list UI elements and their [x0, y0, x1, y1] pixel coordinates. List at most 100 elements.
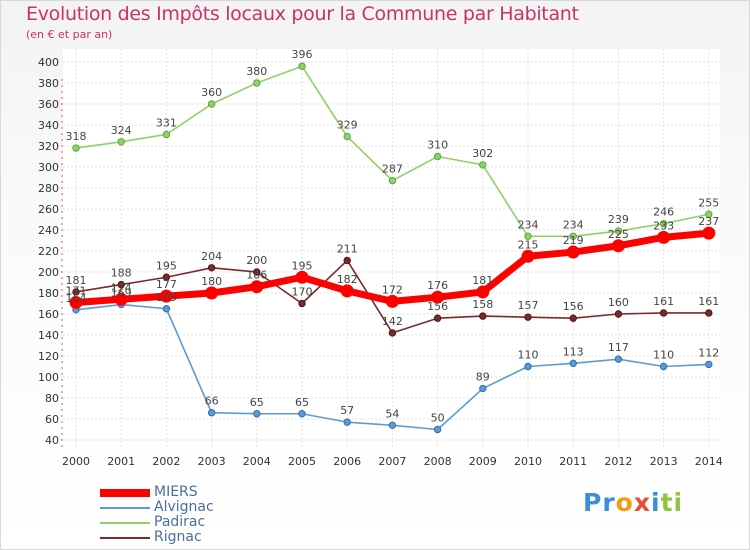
legend-label-miers: MIERS [154, 484, 198, 500]
data-label-alvignac: 165 [156, 291, 177, 304]
data-label-miers: 171 [66, 284, 87, 297]
data-point-alvignac [343, 418, 351, 426]
data-point-padirac [298, 62, 306, 70]
data-point-miers [611, 239, 625, 253]
data-label-rignac: 161 [698, 295, 719, 308]
logo-letter: i [651, 488, 661, 517]
legend-swatch-alvignac [100, 507, 150, 509]
chart-title: Evolution des Impôts locaux pour la Comm… [26, 3, 579, 25]
data-point-rignac [569, 314, 577, 322]
data-point-miers [69, 295, 83, 309]
data-label-miers: 174 [111, 281, 132, 294]
y-tick-label: 400 [38, 56, 59, 69]
data-label-miers: 180 [201, 275, 222, 288]
data-point-alvignac [298, 410, 306, 418]
data-label-miers: 172 [382, 283, 403, 296]
data-point-padirac [705, 210, 713, 218]
y-tick-label: 220 [38, 245, 59, 258]
data-label-padirac: 234 [563, 218, 584, 231]
data-label-miers: 182 [337, 273, 358, 286]
data-point-padirac [614, 227, 623, 235]
data-point-padirac [569, 232, 577, 241]
data-label-rignac: 211 [337, 242, 358, 255]
y-tick-label: 200 [38, 266, 59, 279]
x-tick-label: 2000 [62, 455, 90, 468]
data-point-padirac [162, 130, 171, 139]
data-label-padirac: 246 [653, 206, 674, 219]
data-point-rignac [72, 288, 80, 296]
legend-swatch-miers [100, 489, 150, 497]
y-tick-label: 160 [38, 308, 59, 321]
data-point-miers [566, 245, 580, 259]
data-point-rignac [207, 264, 216, 272]
data-label-miers: 233 [653, 219, 674, 232]
logo-letter: t [660, 488, 674, 517]
data-point-alvignac [705, 360, 713, 369]
y-tick-label: 360 [38, 98, 59, 111]
logo-letter: i [673, 488, 684, 517]
data-point-rignac [705, 309, 713, 317]
x-tick-label: 2012 [604, 455, 632, 468]
data-label-miers: 225 [608, 228, 629, 241]
data-label-alvignac: 57 [340, 404, 354, 417]
y-tick-label: 40 [45, 434, 59, 447]
y-tick-label: 180 [38, 287, 59, 300]
data-label-rignac: 156 [563, 300, 584, 313]
data-point-miers [114, 292, 128, 306]
data-label-padirac: 234 [518, 218, 539, 231]
data-label-padirac: 287 [382, 163, 403, 176]
data-label-rignac: 188 [111, 267, 132, 280]
data-label-alvignac: 117 [608, 341, 629, 354]
data-point-padirac [253, 79, 261, 87]
legend-label-alvignac: Alvignac [154, 499, 214, 515]
logo-letter: o [615, 488, 634, 517]
data-label-padirac: 318 [66, 130, 87, 143]
data-point-miers [205, 286, 219, 300]
data-point-rignac [298, 299, 306, 308]
data-point-miers [657, 230, 671, 244]
data-label-rignac: 157 [518, 299, 539, 312]
data-label-rignac: 142 [382, 315, 403, 328]
data-label-alvignac: 112 [698, 346, 719, 359]
y-tick-label: 80 [45, 392, 59, 405]
data-point-alvignac [524, 362, 532, 371]
data-point-alvignac [614, 355, 623, 363]
legend-label-padirac: Padirac [154, 514, 206, 530]
x-tick-label: 2014 [695, 455, 723, 468]
data-label-padirac: 310 [427, 139, 448, 152]
data-label-padirac: 329 [337, 119, 358, 132]
y-tick-label: 320 [38, 140, 59, 153]
y-tick-label: 120 [38, 350, 59, 363]
data-label-alvignac: 66 [205, 395, 219, 408]
x-tick-label: 2001 [107, 455, 135, 468]
data-label-rignac: 181 [66, 274, 87, 287]
y-tick-label: 280 [38, 182, 59, 195]
data-label-alvignac: 169 [111, 287, 132, 300]
x-tick-label: 2002 [152, 455, 180, 468]
data-label-padirac: 302 [472, 147, 493, 160]
data-label-padirac: 239 [608, 213, 629, 226]
data-label-padirac: 396 [292, 48, 313, 61]
y-tick-label: 240 [38, 224, 59, 237]
data-point-rignac [614, 310, 623, 318]
chart-subtitle: (en € et par an) [26, 28, 113, 41]
data-label-miers: 177 [156, 278, 177, 291]
data-point-alvignac [253, 410, 261, 418]
data-point-padirac [388, 176, 397, 185]
data-point-rignac [117, 280, 125, 289]
data-point-miers [431, 290, 445, 304]
y-tick-label: 380 [38, 77, 59, 90]
data-label-rignac: 200 [246, 254, 267, 267]
data-point-padirac [524, 232, 532, 241]
data-point-alvignac [207, 409, 216, 417]
data-label-padirac: 331 [156, 116, 177, 129]
data-point-padirac [343, 132, 351, 141]
data-label-rignac: 204 [201, 250, 222, 263]
data-point-miers [250, 280, 264, 294]
data-point-padirac [207, 100, 216, 108]
data-label-alvignac: 65 [250, 396, 264, 409]
legend-swatch-padirac [100, 522, 150, 524]
data-label-miers: 219 [563, 234, 584, 247]
data-point-alvignac [162, 305, 171, 313]
